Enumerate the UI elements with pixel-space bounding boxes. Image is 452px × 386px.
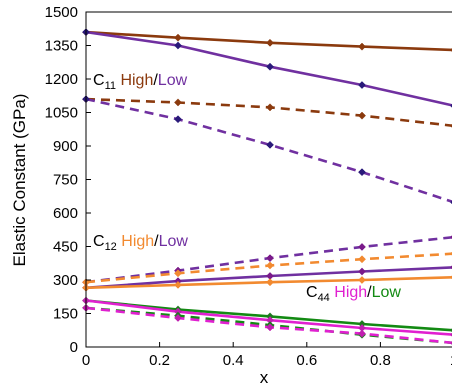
- data-point-c11-high-solid: [358, 42, 366, 51]
- data-point-c11-high-dashed: [358, 111, 366, 120]
- annotation-c11-letter: C: [93, 72, 105, 89]
- data-point-c12-high-dashed: [266, 261, 274, 270]
- annotation-c44-high: High: [334, 284, 367, 301]
- annotation-c44-low: Low: [372, 284, 402, 301]
- annotation-c11-low: Low: [158, 72, 188, 89]
- annotation-c11-high: High: [120, 72, 153, 89]
- x-tick-label: 0.6: [296, 352, 317, 369]
- y-tick-label: 750: [53, 172, 78, 189]
- annotation-c11: C11 High/Low: [93, 72, 188, 92]
- data-point-c12-low-dashed: [358, 242, 366, 251]
- data-point-c11-low-solid: [358, 81, 366, 89]
- series-layer: [82, 28, 452, 345]
- x-tick-label: 0.8: [370, 352, 391, 369]
- annotation-c44-letter: C: [306, 284, 318, 301]
- data-point-c11-low-solid: [174, 41, 182, 50]
- data-point-c44-high-dashed: [358, 329, 366, 338]
- annotation-c11-sub: 11: [105, 80, 116, 92]
- x-tick-label: 0.4: [223, 352, 244, 369]
- x-tick-label: 0.2: [149, 352, 170, 369]
- y-tick-label: 300: [53, 272, 78, 289]
- y-tick-label: 0: [70, 339, 78, 356]
- data-point-c12-low-dashed: [266, 254, 274, 263]
- series-line-c11-high-dashed: [85, 97, 452, 127]
- annotation-c12: C12 High/Low: [93, 233, 188, 253]
- annotation-c12-high: High: [121, 233, 154, 250]
- annotation-c44-sub: 44: [318, 292, 330, 304]
- y-tick-label: 1200: [45, 71, 78, 88]
- y-tick-label: 1050: [45, 105, 78, 122]
- data-point-c11-low-solid: [266, 62, 274, 71]
- data-point-c12-high-solid: [266, 278, 274, 287]
- annotation-c12-letter: C: [93, 233, 105, 250]
- data-point-c12-high-solid: [174, 280, 182, 289]
- x-tick-label: 0: [82, 352, 90, 369]
- data-point-c11-high-solid: [266, 38, 274, 47]
- data-point-c11-high-dashed: [266, 103, 274, 112]
- data-point-c11-high-dashed: [174, 98, 182, 107]
- ticks-layer: 0 0.2 0.4 0.6 0.8 1 0 150 300 450 600 750 900 1050 120…: [45, 4, 452, 369]
- data-point-c11-high-solid: [174, 33, 182, 42]
- series-line-c11-low-dashed: [85, 97, 452, 204]
- y-tick-label: 900: [53, 138, 78, 155]
- annotation-c12-sub: 12: [105, 241, 117, 253]
- annotation-c12-slash: /: [154, 233, 159, 250]
- y-tick-label: 1350: [45, 38, 78, 55]
- data-point-c11-low-dashed: [174, 115, 182, 124]
- y-tick-label: 150: [53, 306, 78, 323]
- annotation-c44: C44 High/Low: [306, 284, 401, 304]
- y-tick-label: 600: [53, 205, 78, 222]
- x-axis-title: x: [260, 368, 269, 386]
- data-point-c12-low-solid: [358, 267, 366, 276]
- data-point-c11-low-dashed: [358, 168, 366, 177]
- data-point-c12-high-dashed: [174, 269, 182, 278]
- y-axis-title: Elastic Constant (GPa): [10, 94, 29, 267]
- y-tick-label: 450: [53, 239, 78, 256]
- annotation-c11-slash: /: [153, 72, 158, 89]
- annotation-layer: C11 High/Low C12 High/Low C44 High/Low: [93, 72, 401, 304]
- annotation-c12-low: Low: [159, 233, 189, 250]
- data-point-c44-high-dashed: [266, 323, 274, 332]
- data-point-c12-high-solid: [358, 276, 366, 284]
- data-point-c11-low-dashed: [266, 140, 274, 149]
- annotation-c44-slash: /: [367, 284, 372, 301]
- data-point-c12-high-dashed: [358, 255, 366, 264]
- data-point-c44-high-dashed: [174, 314, 182, 322]
- y-tick-label: 1500: [45, 4, 78, 21]
- x-tick-label: 1: [450, 352, 452, 369]
